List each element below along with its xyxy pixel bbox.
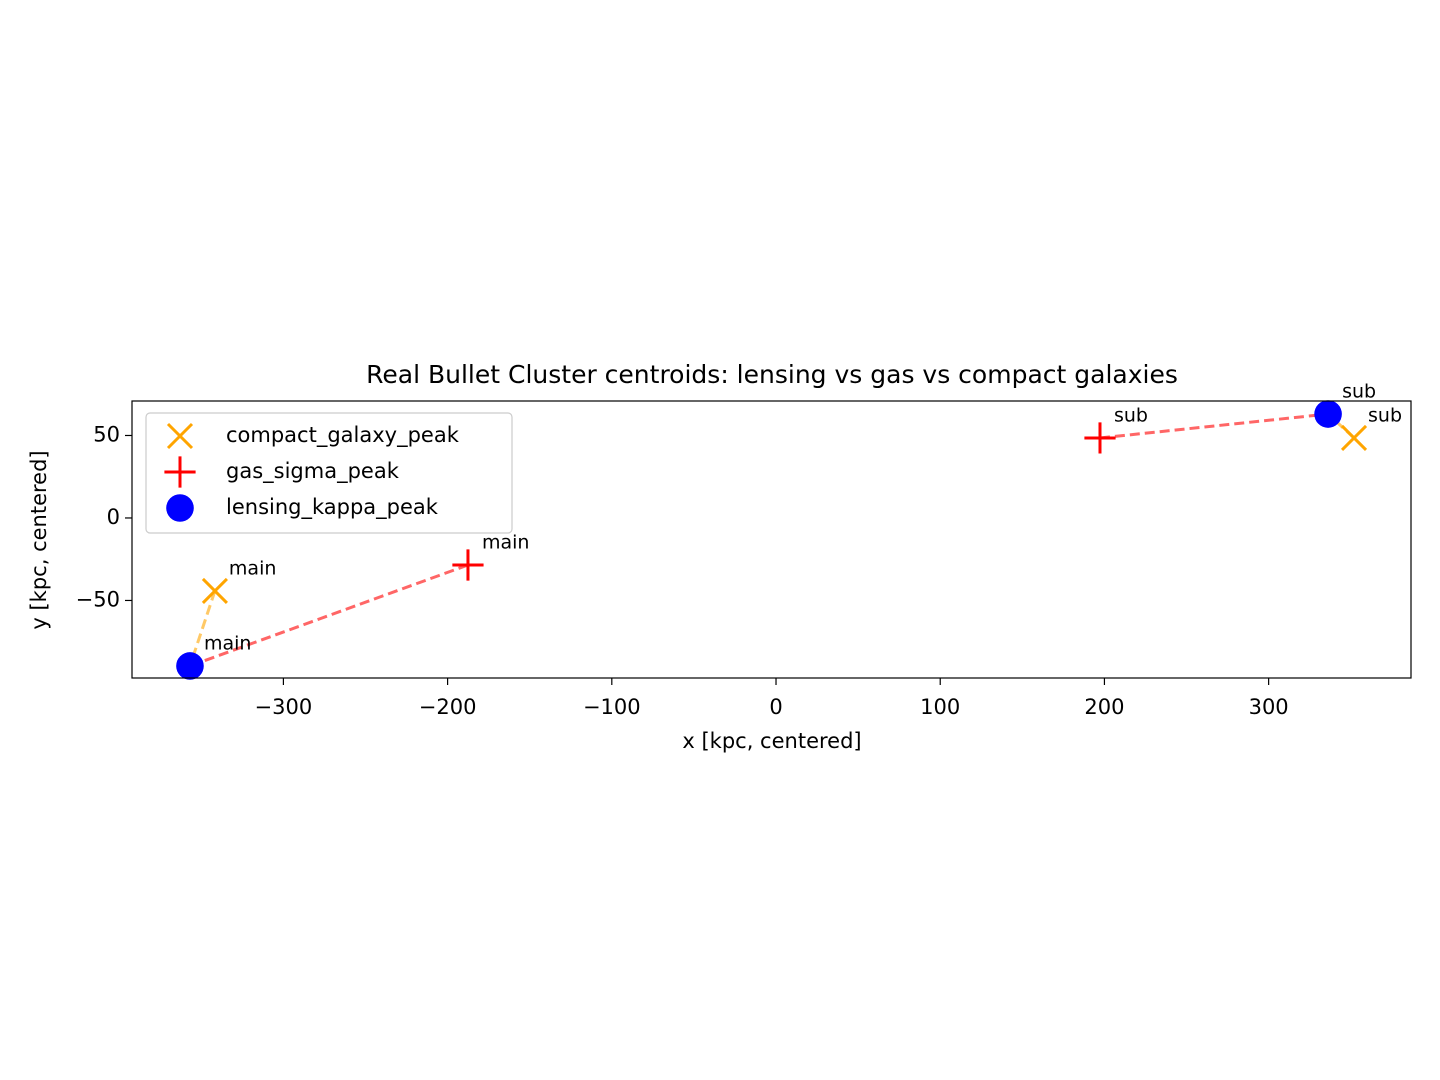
y-tick-label: 0 (107, 505, 120, 529)
point (1314, 400, 1342, 428)
point-label: sub (1368, 404, 1402, 426)
y-tick-label: 50 (93, 422, 120, 446)
point-glyph (164, 456, 196, 488)
y-axis-label: y [kpc, centered] (27, 450, 51, 629)
point-label: main (204, 632, 251, 654)
legend-frame (145, 412, 513, 534)
legend-label: lensing_kappa_peak (226, 495, 439, 520)
offset-link (189, 563, 469, 668)
x-tick-label: 200 (1084, 695, 1124, 719)
point (1340, 424, 1368, 452)
legend-marker (166, 422, 194, 450)
legend-marker (164, 456, 196, 488)
x-tick-label: −100 (583, 695, 641, 719)
legend: compact_galaxy_peak gas_sigma_peaklensing… (145, 412, 513, 534)
point (1084, 422, 1116, 454)
x-tick-label: −300 (255, 695, 313, 719)
point-glyph (452, 549, 484, 581)
x-axis-label: x [kpc, centered] (682, 729, 861, 753)
x-tick-label: −200 (419, 695, 477, 719)
point (176, 652, 204, 680)
point (452, 549, 484, 581)
point (201, 577, 228, 604)
x-tick-label: 0 (769, 695, 782, 719)
point-glyph (201, 577, 228, 604)
point-glyph (1084, 422, 1116, 454)
y-tick-label: −50 (76, 587, 120, 611)
x-tick-label: 300 (1249, 695, 1289, 719)
point-glyph (166, 422, 194, 450)
legend-label: gas_sigma_peak (226, 459, 400, 484)
point-label: sub (1342, 381, 1376, 403)
point-glyph (1340, 424, 1368, 452)
point-label: sub (1114, 404, 1148, 426)
chart-title: Real Bullet Cluster centroids: lensing v… (366, 360, 1178, 389)
legend-label: compact_galaxy_peak (226, 423, 460, 448)
plot-frame (131, 400, 1412, 679)
x-tick-label: 100 (920, 695, 960, 719)
offset-link (1099, 412, 1329, 440)
point-label: main (482, 531, 529, 553)
point-label: main (229, 557, 276, 579)
legend-marker (166, 494, 194, 522)
